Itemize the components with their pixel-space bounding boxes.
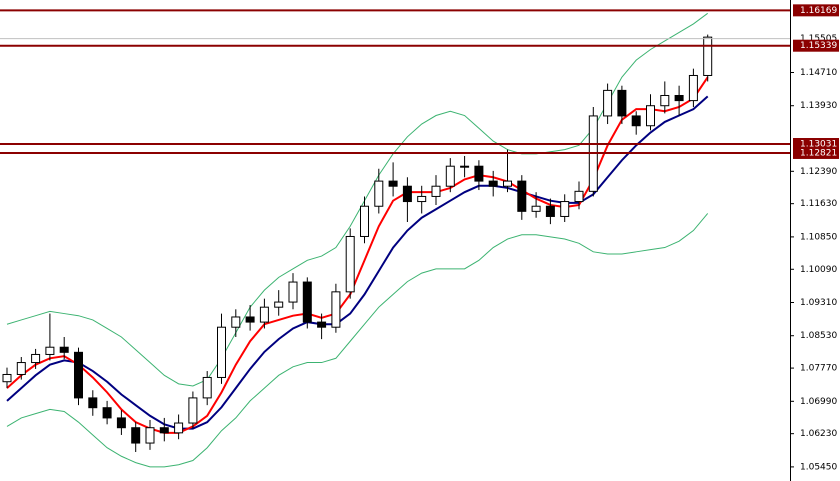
- candle-body: [217, 326, 226, 378]
- y-tick-label: 1.09310: [800, 298, 837, 308]
- candle-body: [259, 306, 269, 323]
- level-label-bg: [793, 39, 839, 52]
- candle-body: [460, 165, 470, 168]
- candle-body: [531, 205, 541, 212]
- candle-body: [388, 180, 398, 187]
- candle-body: [431, 185, 441, 197]
- y-tick-label: 1.11630: [800, 199, 837, 209]
- y-tick-label: 1.06230: [800, 429, 837, 439]
- y-tick-label: 1.13930: [800, 101, 837, 111]
- candle-body: [116, 417, 126, 429]
- candle-body: [174, 422, 184, 434]
- indicator-line: [6, 76, 709, 434]
- candle-body: [417, 195, 427, 203]
- candle-body: [31, 353, 41, 364]
- y-tick-label: 1.07770: [800, 364, 837, 374]
- candle-body: [345, 235, 355, 293]
- candle-body: [88, 397, 98, 409]
- candle-body: [74, 351, 83, 399]
- candle-body: [274, 301, 284, 308]
- candle-body: [488, 180, 498, 187]
- level-label-bg: [793, 146, 839, 159]
- candle-body: [503, 180, 512, 187]
- y-tick-label: 1.14710: [800, 68, 837, 78]
- level-label: 1.16169: [800, 6, 837, 16]
- level-label: 1.12821: [800, 148, 837, 158]
- candle-body: [617, 89, 627, 117]
- indicator-line: [6, 95, 709, 430]
- candle-body: [317, 321, 327, 328]
- candle-body: [703, 36, 713, 76]
- candle-body: [288, 281, 298, 303]
- candle-body: [545, 205, 555, 217]
- candle-body: [474, 165, 484, 182]
- candle-body: [102, 407, 112, 419]
- indicator-line: [6, 12, 708, 387]
- indicator-line: [6, 213, 709, 468]
- candle-body: [631, 115, 641, 127]
- y-tick-label: 1.05450: [800, 462, 837, 472]
- candle-body: [331, 291, 341, 328]
- candle-body: [188, 397, 198, 424]
- y-tick-label: 1.10090: [800, 265, 837, 275]
- level-label: 1.13031: [800, 140, 837, 150]
- candle-body: [660, 94, 670, 107]
- last-price-label: 1.15505: [800, 34, 837, 44]
- candle-body: [574, 190, 584, 203]
- candle-body: [688, 74, 698, 102]
- candle-body: [302, 281, 312, 323]
- candle-body: [159, 427, 169, 434]
- candle-body: [231, 316, 241, 328]
- candle-body: [131, 427, 141, 444]
- candle-body: [517, 180, 527, 212]
- candle-body: [603, 89, 613, 117]
- candle-body: [360, 205, 369, 237]
- candle-body: [646, 105, 655, 127]
- y-tick-label: 1.08530: [800, 331, 837, 341]
- candle-body: [45, 346, 55, 355]
- candle-body: [59, 346, 69, 353]
- y-tick-label: 1.06990: [800, 397, 837, 407]
- candle-body: [2, 373, 12, 383]
- candle-body: [245, 316, 255, 323]
- candle-body: [402, 185, 412, 203]
- candle-body: [16, 362, 26, 375]
- candle-body: [374, 180, 384, 207]
- y-tick-label: 1.10850: [800, 232, 837, 242]
- y-tick-label: 1.12390: [800, 167, 837, 177]
- candle-body: [560, 201, 570, 217]
- level-label-bg: [793, 4, 839, 17]
- candle-body: [674, 94, 684, 102]
- candle-body: [202, 376, 212, 399]
- level-label: 1.15339: [800, 41, 837, 51]
- candle-body: [145, 427, 155, 444]
- candle-body: [445, 165, 455, 187]
